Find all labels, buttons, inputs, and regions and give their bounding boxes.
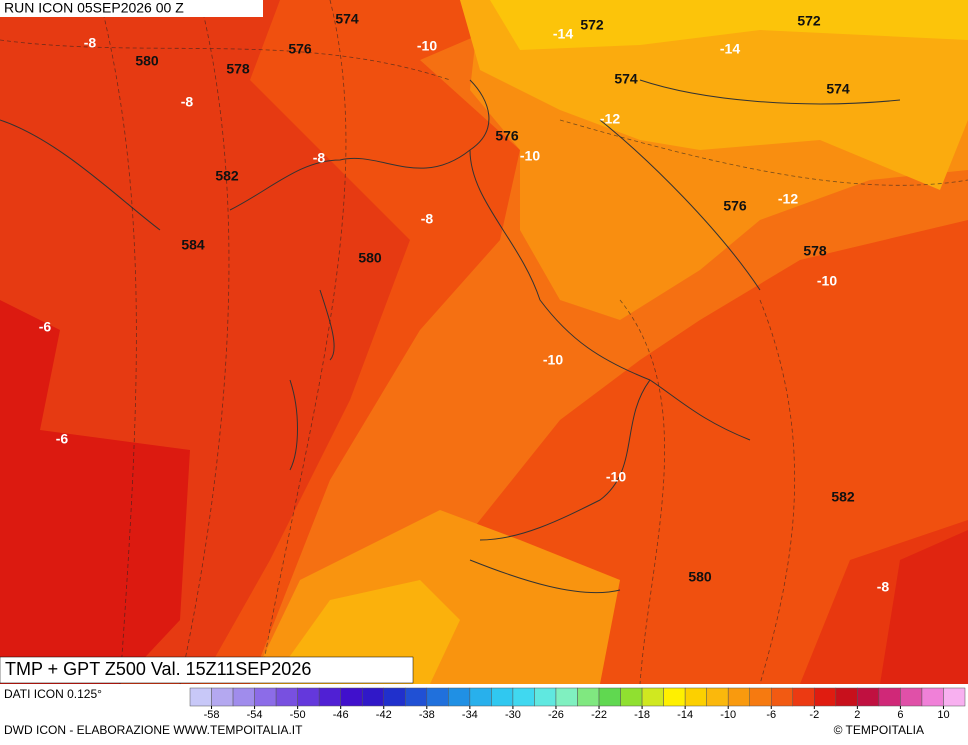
legend-swatch [318,687,341,707]
legend-tick-label: -46 [333,709,349,721]
legend-swatch [426,687,449,707]
legend-tick-label: -34 [462,709,478,721]
contour-label: -10 [606,469,626,485]
legend-swatch [727,687,750,707]
legend-swatch [448,687,471,707]
legend-tick-label: 10 [937,709,949,721]
contour-label: -14 [553,26,573,42]
legend-swatch [361,687,385,707]
run-box [0,0,263,17]
legend-swatch [534,687,557,707]
contour-label: -10 [817,273,837,289]
legend-swatch [663,687,686,707]
legend-tick-label: -42 [376,709,392,721]
contour-label: 582 [215,168,239,184]
legend-tick-label: -14 [677,709,693,721]
contour-label: -12 [600,111,620,127]
brand-label: © TEMPOITALIA [834,723,924,737]
map-title: TMP + GPT Z500 Val. 15Z11SEP2026 [5,659,311,679]
contour-label: -8 [421,211,434,227]
contour-label: 578 [226,61,250,77]
legend-tick-label: -30 [505,709,521,721]
legend-tick-label: -2 [809,709,819,721]
contour-label: -6 [56,431,69,447]
legend-tick-label: -58 [204,709,220,721]
contour-label: 572 [580,17,604,33]
legend-swatch [900,687,923,707]
legend-swatch [383,687,406,707]
contour-label: 574 [335,11,359,27]
contour-label: 580 [135,53,159,69]
legend-swatch [469,687,492,707]
contour-label: -10 [520,148,540,164]
contour-label: -10 [543,352,563,368]
contour-label: -8 [84,35,97,51]
contour-label: -8 [181,94,194,110]
legend-swatch [921,687,944,707]
legend-swatch [598,687,621,707]
source-label: DATI ICON 0.125° [4,687,102,701]
legend-tick-label: -6 [766,709,776,721]
legend-swatch [620,687,643,707]
legend-swatch [512,687,535,707]
contour-label: -6 [39,319,52,335]
legend-tick-label: -50 [290,709,306,721]
legend-swatch [297,687,320,707]
run-label: RUN ICON 05SEP2026 00 Z [4,0,184,16]
legend-swatch [577,687,600,707]
legend-swatch [771,687,794,707]
legend-tick-label: -18 [634,709,650,721]
legend-swatch [684,687,707,707]
legend-swatch [835,687,858,707]
legend-tick-label: 6 [897,709,903,721]
legend-swatch [491,687,514,707]
contour-label: 580 [688,569,712,585]
contour-label: -8 [877,579,890,595]
color-legend: -58 -54 -50 -46 -42 -38 -34 -30 -26 -22 -18 -14 -10-… [189,687,966,721]
map-field [0,0,968,685]
legend-swatch [749,687,772,707]
contour-label: 584 [181,237,205,253]
contour-label: -12 [778,191,798,207]
contour-label: 574 [614,71,638,87]
contour-label: 580 [358,250,382,266]
legend-tick-label: -26 [548,709,564,721]
legend-swatch [555,687,578,707]
legend-swatch [189,687,212,707]
contour-label: 576 [723,198,747,214]
contour-label: 578 [803,243,827,259]
contour-label: -8 [313,150,326,166]
legend-swatch [792,687,815,707]
credit-label: DWD ICON - ELABORAZIONE WWW.TEMPOITALIA.… [4,723,303,737]
contour-label: 574 [826,81,850,97]
contour-label: 576 [495,128,519,144]
contour-label: -10 [417,38,437,54]
contour-label: 576 [288,41,312,57]
legend-tick-label: -10 [720,709,736,721]
legend-swatch [211,687,234,707]
legend-swatch [405,687,428,707]
legend-swatch [275,687,298,707]
legend-tick-label: -38 [419,709,435,721]
legend-swatch [340,687,363,707]
legend-swatch [706,687,729,707]
title-box [0,656,414,684]
legend-swatch [943,687,966,707]
legend-tick-label: 2 [854,709,860,721]
legend-swatch [878,687,901,707]
contour-label: 582 [831,489,855,505]
legend-swatch [232,687,255,707]
legend-swatch [857,687,880,707]
contour-label: 572 [797,13,821,29]
contour-label: -14 [720,41,740,57]
legend-swatch [254,687,277,707]
legend-swatch [814,687,837,707]
legend-tick-label: -22 [591,709,607,721]
legend-tick-label: -54 [247,709,263,721]
legend-swatch [641,687,664,707]
